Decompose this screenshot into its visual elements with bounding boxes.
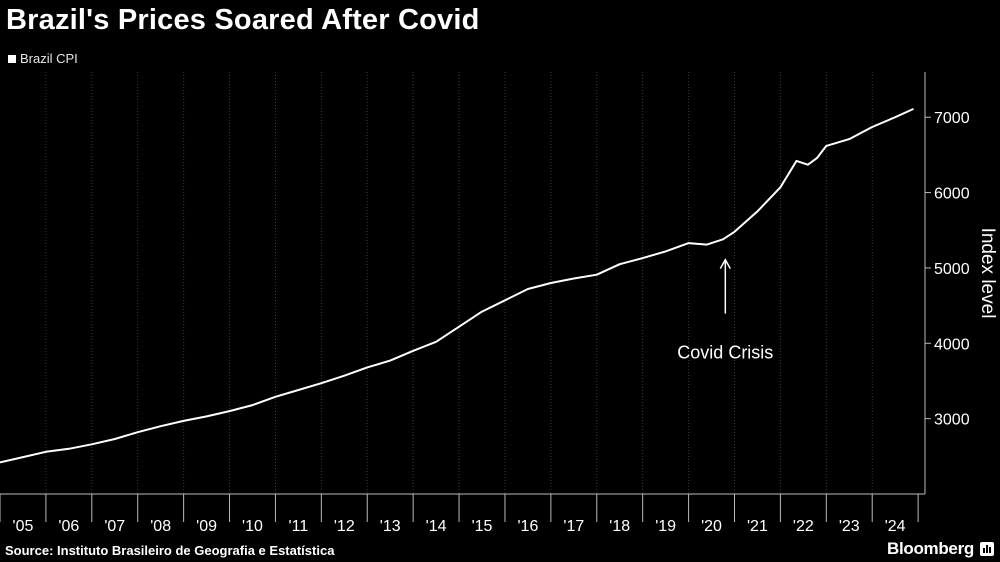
- x-tick-label: '05: [13, 518, 34, 535]
- y-tick-label: 3000: [934, 412, 970, 429]
- x-tick-label: '14: [426, 518, 447, 535]
- x-tick-label: '09: [196, 518, 217, 535]
- y-axis-title: Index level: [977, 228, 998, 319]
- x-tick-label: '06: [58, 518, 79, 535]
- annotation-label: Covid Crisis: [677, 343, 773, 363]
- x-tick-label: '23: [839, 518, 860, 535]
- legend-swatch: [8, 54, 16, 63]
- y-tick-label: 5000: [934, 261, 970, 278]
- source-note: Source: Instituto Brasileiro de Geografi…: [5, 543, 335, 558]
- x-tick-label: '18: [609, 518, 630, 535]
- x-tick-label: '08: [150, 518, 171, 535]
- x-tick-label: '22: [793, 518, 814, 535]
- annotation-arrowhead: [719, 258, 731, 269]
- x-tick-label: '11: [289, 518, 309, 535]
- y-tick-label: 6000: [934, 186, 970, 203]
- y-tick-label: 4000: [934, 336, 970, 353]
- x-tick-label: '07: [104, 518, 125, 535]
- bloomberg-chart-icon: [980, 542, 994, 556]
- chart-title: Brazil's Prices Soared After Covid: [6, 4, 480, 36]
- legend-label: Brazil CPI: [20, 51, 78, 66]
- series-line-brazil-cpi: [0, 107, 914, 464]
- x-tick-label: '20: [701, 518, 722, 535]
- x-tick-label: '24: [885, 518, 906, 535]
- x-tick-label: '17: [563, 518, 584, 535]
- x-tick-label: '16: [517, 518, 538, 535]
- x-tick-label: '10: [242, 518, 263, 535]
- x-tick-label: '19: [655, 518, 676, 535]
- y-tick-label: 7000: [934, 110, 970, 127]
- x-tick-label: '12: [334, 518, 355, 535]
- brand-logo: Bloomberg: [886, 539, 974, 558]
- x-tick-label: '21: [747, 518, 768, 535]
- x-tick-label: '15: [472, 518, 493, 535]
- legend: Brazil CPI: [8, 51, 78, 66]
- x-tick-label: '13: [380, 518, 401, 535]
